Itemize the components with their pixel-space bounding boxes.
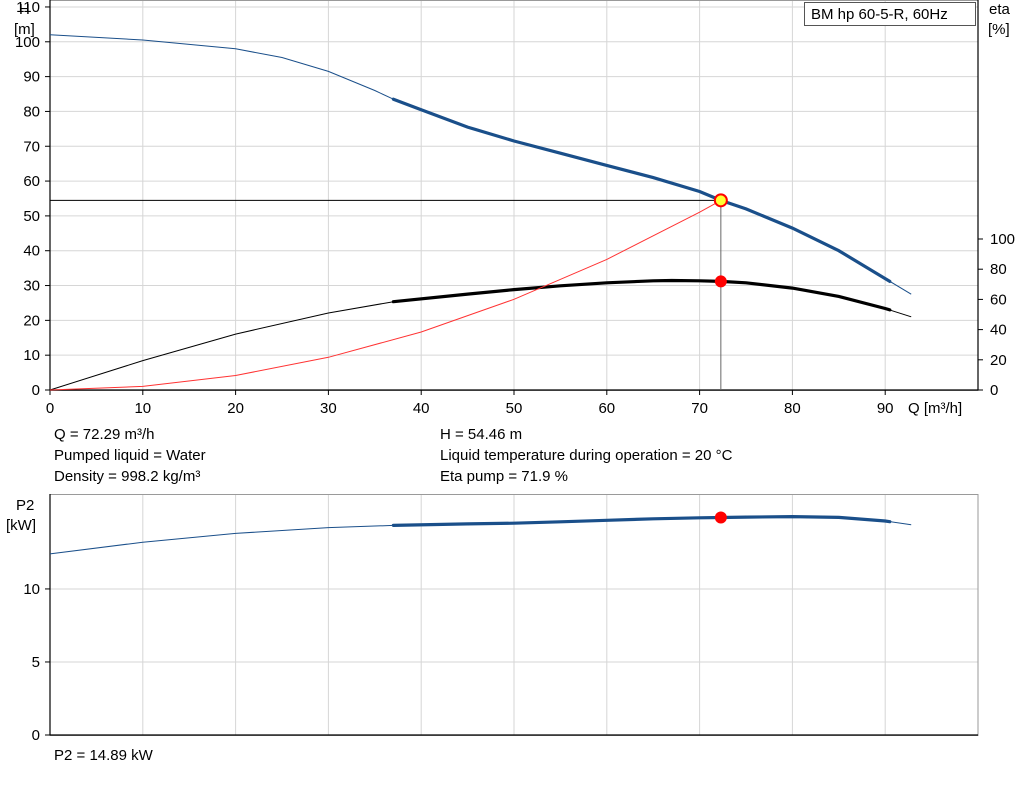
data-series [49,34,912,555]
info-eta: Eta pump = 71.9 % [440,468,568,485]
info-flow: Q = 72.29 m³/h [54,426,155,443]
x-axis-label: Q [m³/h] [908,400,962,417]
y-tick-label: 0 [32,382,40,399]
y-axis-label: H [19,1,30,18]
eta-curve-bold [391,278,892,312]
x-tick-label: 60 [598,400,615,417]
h-curve-bold [391,97,892,283]
y-tick-label: 50 [23,208,40,225]
x-tick-label: 50 [506,400,523,417]
y2-tick-label: 20 [990,352,1007,369]
y2-tick-label: 100 [990,231,1015,248]
y2-axis-label: eta [989,1,1011,18]
info-power: P2 = 14.89 kW [54,747,153,764]
x-tick-label: 70 [691,400,708,417]
y-tick-label: 100 [15,34,40,51]
x-tick-label: 90 [877,400,894,417]
info-temperature: Liquid temperature during operation = 20… [440,447,733,464]
duty-point-eta [714,275,727,288]
p2-tick-label: 5 [32,654,40,671]
pump-model-legend: BM hp 60-5-R, 60Hz [804,2,976,26]
y-tick-label: 110 [16,0,40,16]
y-tick-label: 90 [23,69,40,86]
h-curve-thin [49,34,912,295]
x-tick-label: 80 [784,400,801,417]
x-tick-label: 10 [134,400,151,417]
y2-axis-unit: [%] [988,21,1010,38]
duty-points [50,193,728,524]
p2-axis-unit: [kW] [6,517,36,534]
duty-point-head [713,193,728,208]
info-density: Density = 998.2 kg/m³ [54,468,201,485]
y-axis-unit: [m] [14,21,35,38]
y-tick-label: 40 [23,243,40,260]
y-tick-label: 10 [23,347,40,364]
p2-axis-label: P2 [16,497,34,514]
p2-curve-bold [391,514,892,527]
grid-lines [50,0,979,735]
tick-labels: 0 10 20 30 40 50 60 70 80 90010203040506070809010… [15,0,1015,744]
p2-tick-label: 10 [23,581,40,598]
y2-tick-label: 60 [990,291,1007,308]
y-tick-label: 60 [23,173,40,190]
y-tick-label: 30 [23,278,40,295]
eta-curve-thin [49,279,912,391]
p2-tick-label: 0 [32,727,40,744]
x-tick-label: 20 [227,400,244,417]
info-head: H = 54.46 m [440,426,523,443]
duty-point-power [714,511,727,524]
info-liquid: Pumped liquid = Water [54,447,206,464]
y-tick-label: 70 [23,138,40,155]
axes [49,0,979,736]
x-tick-label: 40 [413,400,430,417]
y-tick-label: 20 [23,312,40,329]
y2-tick-label: 80 [990,261,1007,278]
x-tick-label: 30 [320,400,337,417]
x-tick-label: 0 [46,400,54,417]
y2-tick-label: 40 [990,322,1007,339]
y-tick-label: 80 [23,103,40,120]
system-curve [49,199,722,391]
y2-tick-label: 0 [990,382,998,399]
